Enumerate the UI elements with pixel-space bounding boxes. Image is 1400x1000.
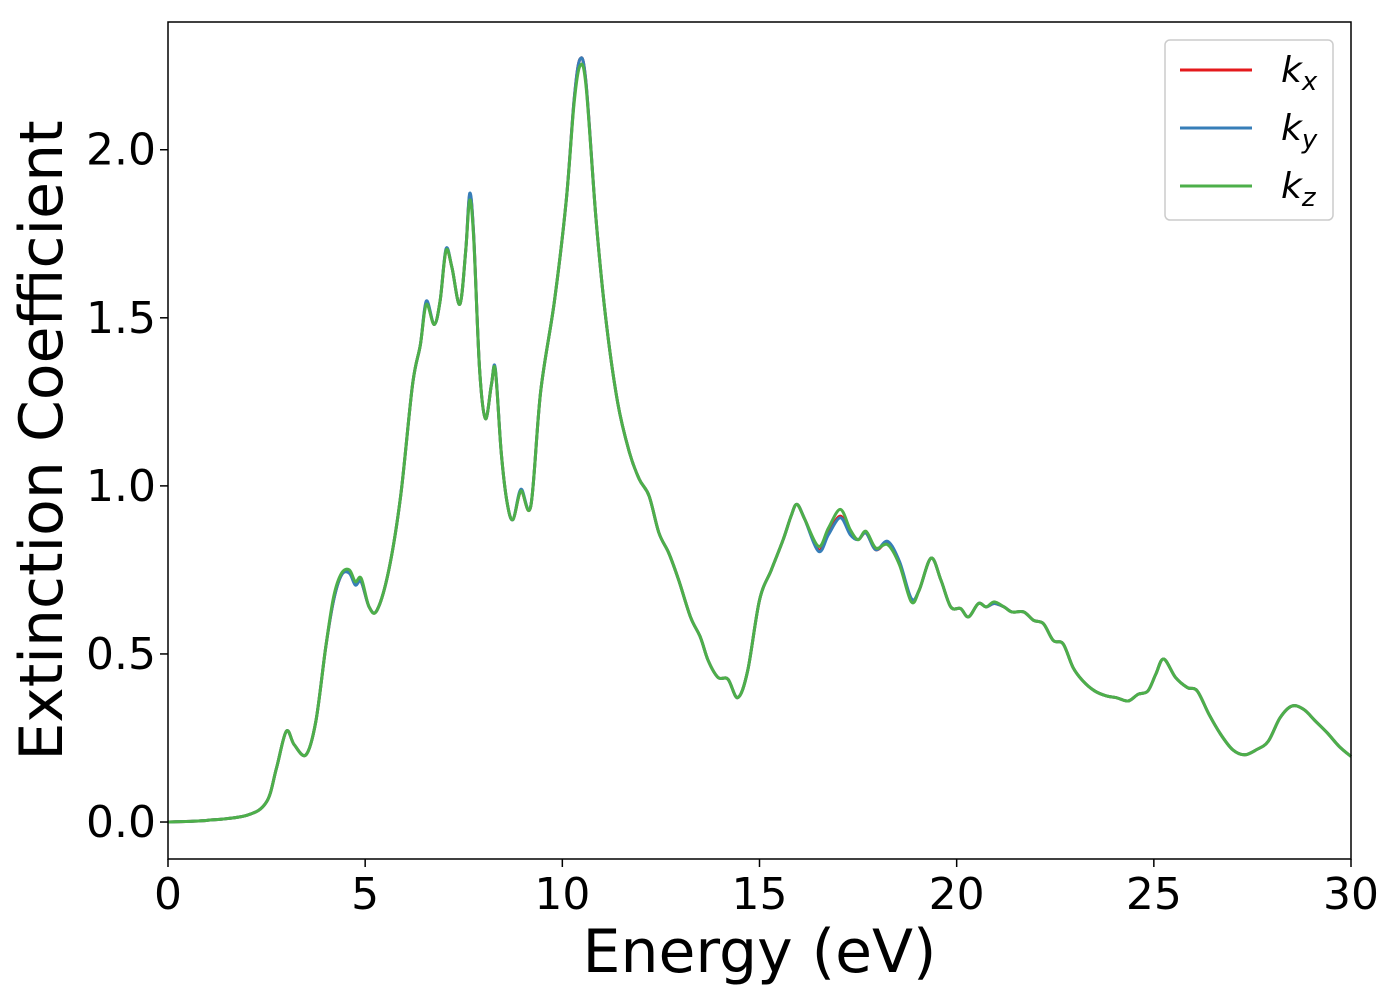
y-tick-label: 1.5 [86, 293, 156, 344]
y-tick-label: 2.0 [86, 125, 156, 176]
series-line-k-z [167, 62, 1352, 824]
y-tick-label: 0.0 [86, 797, 156, 848]
x-tick-label: 0 [154, 869, 182, 920]
legend-label-z: kz [1281, 166, 1317, 213]
legend: kx ky kz [1164, 39, 1334, 221]
x-axis-ticks: 0 5 10 15 20 25 30 [154, 859, 1379, 920]
plot-series [167, 56, 1352, 824]
y-tick-label: 0.5 [86, 629, 156, 680]
x-tick-label: 15 [732, 869, 788, 920]
x-tick-label: 20 [929, 869, 985, 920]
legend-box [1164, 39, 1334, 221]
x-tick-label: 30 [1323, 869, 1379, 920]
x-tick-label: 10 [534, 869, 590, 920]
legend-label-y: ky [1281, 108, 1318, 155]
legend-label-x: kx [1281, 50, 1318, 97]
y-axis-title: Extinction Coefficient [7, 120, 77, 760]
legend-items: kx ky kz [1180, 50, 1318, 213]
x-tick-label: 25 [1126, 869, 1182, 920]
x-tick-label: 5 [351, 869, 379, 920]
y-tick-label: 1.0 [86, 461, 156, 512]
y-axis-ticks: 0.0 0.5 1.0 1.5 2.0 [86, 125, 168, 848]
x-axis-title: Energy (eV) [583, 917, 937, 987]
